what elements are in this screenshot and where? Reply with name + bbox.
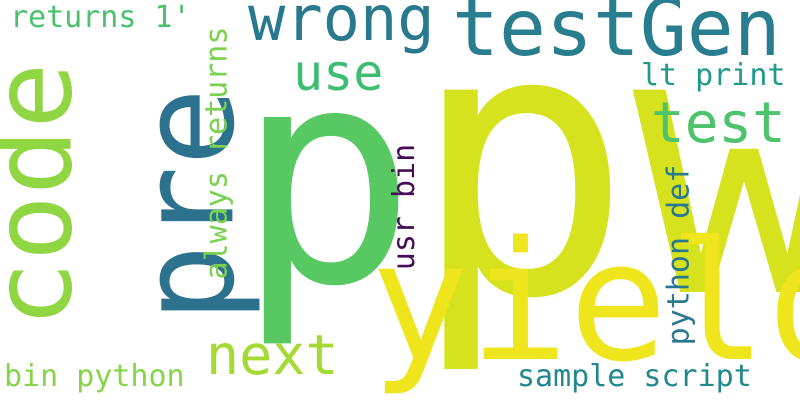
word-sample-script: sample script: [517, 359, 752, 394]
word-code: code: [0, 62, 97, 328]
word-yield: yield: [370, 206, 800, 398]
word-use: use: [293, 44, 384, 102]
word-pw: pw: [410, 0, 800, 380]
word-usr-bin: usr bin: [387, 143, 423, 271]
word-always-returns: always returns: [199, 26, 235, 280]
word-returns-1: returns 1': [10, 0, 191, 35]
word-bin-python: bin python: [4, 359, 185, 394]
word-wrong: wrong: [248, 0, 435, 55]
word-next: next: [206, 323, 339, 387]
word-lt-print: lt print: [641, 58, 786, 93]
word-python-def: python def: [661, 164, 697, 346]
word-p: p: [236, 3, 417, 352]
word-test: test: [651, 91, 786, 156]
word-testGen: testGen: [452, 0, 781, 74]
